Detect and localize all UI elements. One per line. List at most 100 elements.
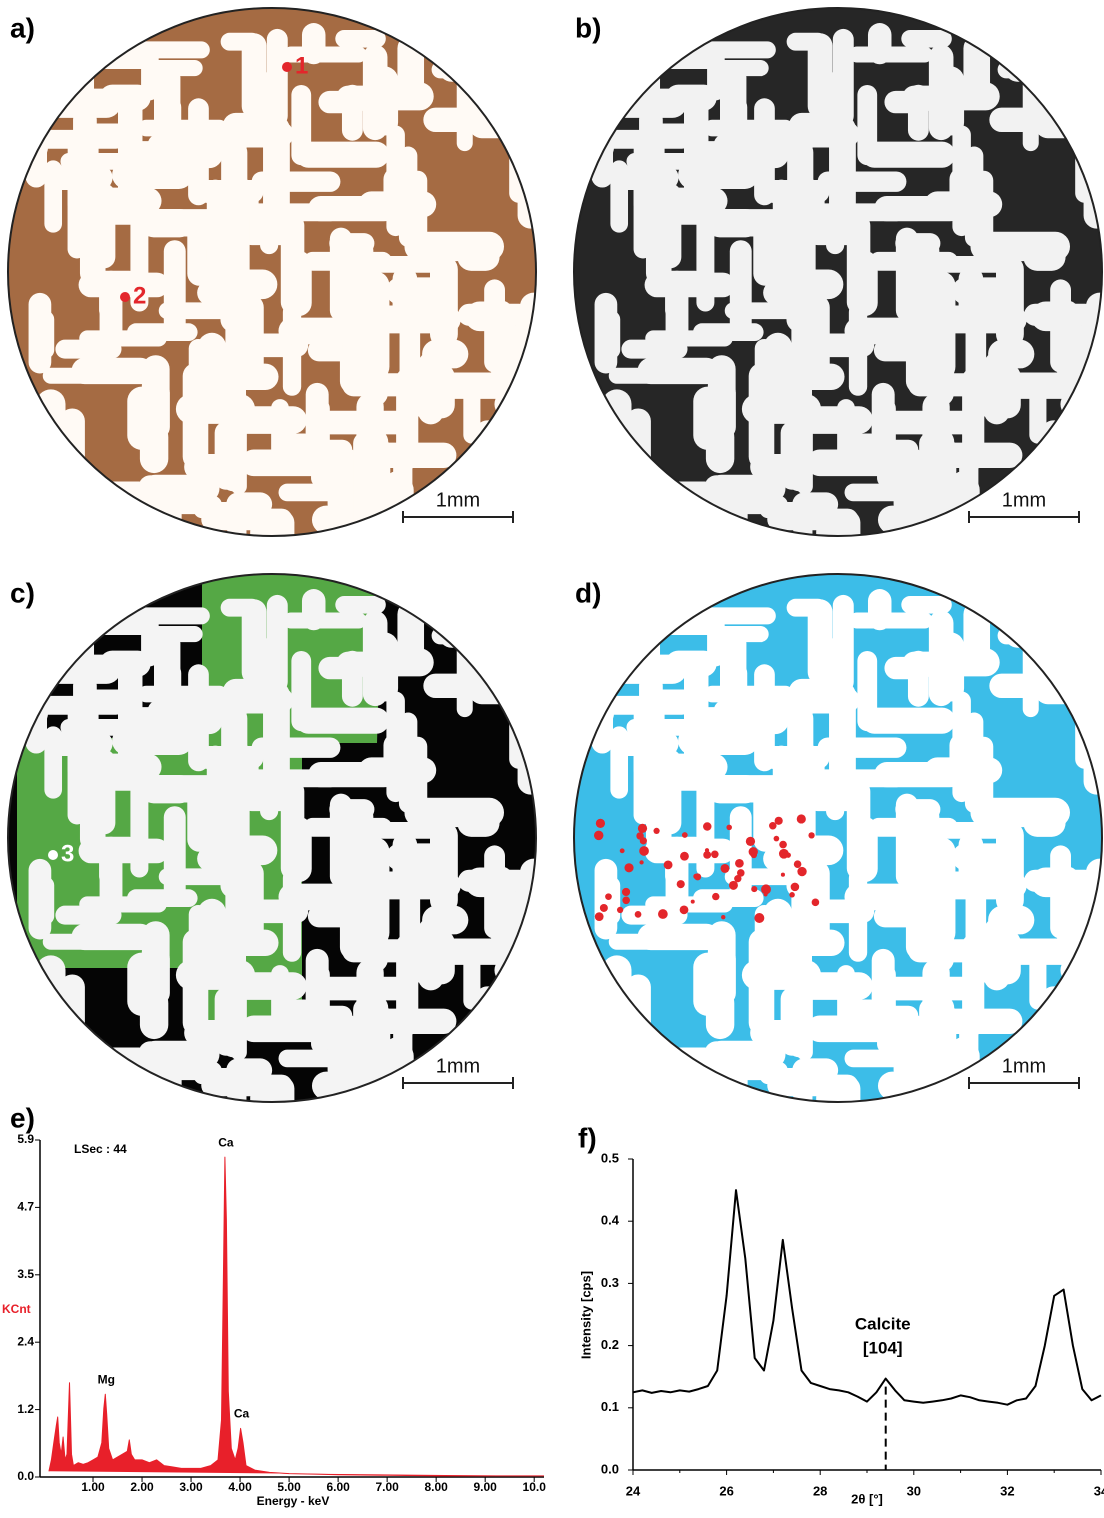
phase-speck [774, 836, 780, 842]
pore [457, 809, 499, 837]
pore [1067, 510, 1104, 533]
pore [485, 32, 530, 56]
pore [844, 884, 938, 911]
pore [285, 817, 311, 882]
pore [997, 373, 1079, 399]
pore [360, 841, 384, 915]
pore [501, 460, 530, 566]
pore [494, 390, 587, 417]
pore [251, 72, 276, 117]
pore [1044, 476, 1104, 500]
pore [501, 1076, 567, 1099]
pore [704, 686, 794, 703]
phase-speck [754, 913, 764, 923]
phase-speck [680, 852, 689, 861]
pore [71, 358, 153, 384]
pore [252, 171, 341, 191]
sample-point [282, 62, 292, 72]
pore [1023, 809, 1065, 837]
pore [79, 839, 170, 864]
phase-speck [693, 874, 698, 879]
pore [794, 269, 843, 299]
pore [68, 167, 87, 258]
y-tick-label: 4.7 [17, 1200, 34, 1214]
phase-speck [622, 888, 630, 896]
pore [465, 868, 516, 898]
pore [44, 726, 62, 798]
pore [849, 47, 933, 63]
pore [595, 42, 655, 70]
phase-speck [705, 848, 709, 852]
x-tick-label: 28 [813, 1483, 827, 1498]
peak-label: Ca [218, 1135, 234, 1149]
pore [252, 737, 341, 757]
phase-speck [789, 892, 795, 898]
pore [902, 652, 951, 675]
pore [844, 318, 938, 345]
pore [605, 469, 660, 493]
pore [1084, 148, 1104, 229]
pore [762, 180, 829, 203]
pore [728, 1061, 747, 1152]
phase-speck [653, 828, 659, 834]
pore [1068, 1050, 1104, 1069]
pore [336, 652, 385, 675]
pore [271, 965, 289, 1037]
pore [196, 180, 263, 203]
pore [1046, 481, 1104, 509]
pore [789, 679, 829, 705]
pore [278, 884, 372, 911]
x-tick-label: 30 [907, 1483, 921, 1498]
phase-speck [729, 881, 738, 890]
pore [794, 835, 843, 865]
pore [789, 113, 829, 139]
pore [138, 686, 228, 703]
phase-speck [735, 859, 744, 868]
pore [849, 613, 933, 629]
pore [610, 635, 629, 679]
phase-speck [751, 852, 757, 858]
pore [938, 439, 957, 524]
pore [386, 126, 404, 237]
pore [924, 191, 1002, 217]
pore [592, 130, 691, 149]
pore [720, 64, 746, 156]
pore [924, 757, 1002, 783]
pore [1086, 132, 1104, 178]
pore [71, 924, 153, 950]
pore [696, 203, 714, 311]
pore [402, 868, 442, 888]
pore [44, 160, 62, 232]
phase-speck [638, 824, 647, 833]
pore [77, 1048, 147, 1064]
pore [271, 1077, 295, 1181]
pore [837, 965, 855, 1037]
pore [113, 41, 210, 58]
x-tick-label: 9.00 [473, 1480, 497, 1494]
x-tick-label: 5.00 [277, 1480, 301, 1494]
pore [595, 608, 655, 636]
scale-label: 1mm [1002, 489, 1046, 511]
pore [487, 1087, 565, 1105]
scale-label: 1mm [1002, 1055, 1046, 1077]
phase-speck [775, 817, 783, 825]
phase-speck [620, 848, 625, 853]
panel-label: f) [578, 1122, 597, 1153]
x-tick-label: 7.00 [375, 1480, 399, 1494]
x-tick-label: 3.00 [179, 1480, 203, 1494]
pore [226, 492, 272, 516]
pore [926, 275, 950, 349]
panel-label: d) [575, 577, 601, 608]
pore [749, 929, 775, 1035]
phase-speck [682, 832, 688, 838]
phase-speck [791, 883, 800, 892]
pore [431, 373, 513, 399]
pore [112, 161, 193, 189]
pore [607, 1030, 633, 1141]
pore [643, 1048, 713, 1064]
pore [469, 113, 543, 138]
pore [154, 630, 180, 722]
pore [1068, 484, 1104, 503]
phase-speck [622, 897, 630, 905]
pore [23, 1044, 70, 1067]
